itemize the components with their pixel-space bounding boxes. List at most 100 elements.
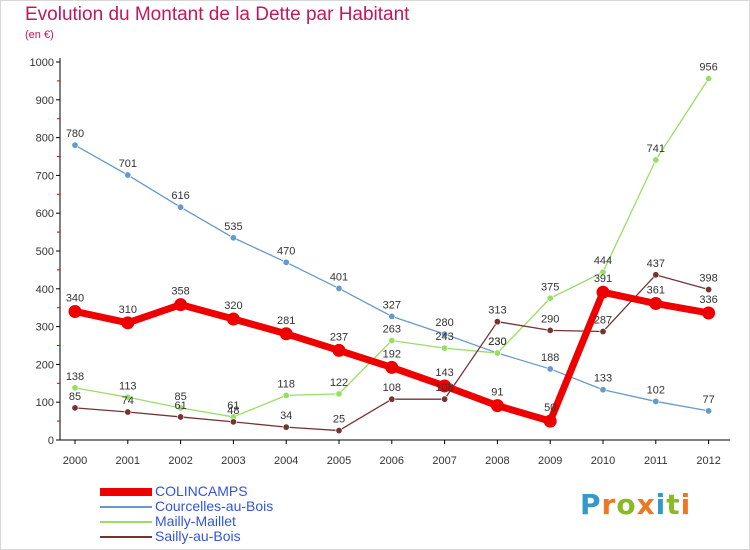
x-tick-label: 2012 [696, 455, 720, 467]
x-tick-label: 2007 [432, 455, 456, 467]
x-tick-label: 2005 [327, 455, 351, 467]
data-point-sailly-au-bois [599, 328, 607, 336]
data-point-mailly-maillet [546, 294, 554, 302]
data-label-courcelles-au-bois: 230 [488, 336, 506, 348]
data-point-mailly-maillet [335, 390, 343, 398]
data-label-courcelles-au-bois: 327 [383, 299, 401, 311]
logo-letter: P [580, 488, 602, 521]
data-label-sailly-au-bois: 108 [383, 382, 401, 394]
data-point-colincamps [226, 312, 240, 326]
data-point-courcelles-au-bois [441, 330, 449, 338]
data-point-sailly-au-bois [335, 427, 343, 435]
data-point-colincamps [649, 297, 663, 311]
legend-label: Mailly-Maillet [155, 513, 236, 529]
data-label-colincamps: 237 [330, 331, 348, 343]
data-point-sailly-au-bois [71, 404, 79, 412]
data-label-mailly-maillet: 230 [488, 336, 506, 348]
data-point-mailly-maillet [652, 156, 660, 164]
data-label-colincamps: 143 [435, 367, 453, 379]
legend-label: Sailly-au-Bois [155, 528, 241, 544]
data-point-sailly-au-bois [546, 326, 554, 334]
logo-letter: x [636, 488, 656, 521]
y-tick-label: 600 [36, 208, 54, 220]
data-point-courcelles-au-bois [546, 365, 554, 373]
data-label-courcelles-au-bois: 102 [647, 384, 665, 396]
data-label-colincamps: 340 [66, 292, 84, 304]
data-point-sailly-au-bois [388, 395, 396, 403]
data-label-sailly-au-bois: 48 [227, 405, 239, 417]
data-label-sailly-au-bois: 108 [435, 382, 453, 394]
data-label-sailly-au-bois: 85 [69, 391, 81, 403]
data-label-courcelles-au-bois: 280 [435, 317, 453, 329]
data-label-colincamps: 50 [544, 402, 556, 414]
data-point-colincamps [332, 343, 346, 357]
logo-letter: o [616, 488, 637, 521]
data-point-mailly-maillet [493, 349, 501, 357]
legend-swatch [100, 536, 152, 538]
data-point-mailly-maillet [705, 75, 713, 83]
data-label-colincamps: 91 [491, 387, 503, 399]
data-label-mailly-maillet: 263 [383, 324, 401, 336]
data-point-colincamps [596, 285, 610, 299]
y-tick-label: 100 [36, 397, 54, 409]
y-tick-label: 200 [36, 359, 54, 371]
x-tick-label: 2003 [221, 455, 245, 467]
y-tick-label: 0 [48, 435, 54, 447]
data-point-mailly-maillet [599, 268, 607, 276]
data-label-colincamps: 358 [171, 286, 189, 298]
data-label-sailly-au-bois: 437 [647, 258, 665, 270]
data-label-sailly-au-bois: 61 [174, 400, 186, 412]
x-tick-label: 2009 [538, 455, 562, 467]
data-label-sailly-au-bois: 290 [541, 313, 559, 325]
chart-title: Evolution du Montant de la Dette par Hab… [25, 4, 410, 25]
data-label-sailly-au-bois: 34 [280, 410, 292, 422]
data-point-courcelles-au-bois [388, 312, 396, 320]
x-tick-label: 2002 [168, 455, 192, 467]
data-label-mailly-maillet: 741 [647, 143, 665, 155]
data-point-colincamps [490, 399, 504, 413]
data-label-colincamps: 391 [594, 273, 612, 285]
chart-subtitle: (en €) [25, 29, 54, 41]
y-tick-label: 900 [36, 95, 54, 107]
data-label-courcelles-au-bois: 133 [594, 373, 612, 385]
data-label-colincamps: 310 [119, 304, 137, 316]
data-point-colincamps [121, 316, 135, 330]
logo-letter: i [680, 488, 692, 521]
x-tick-label: 2006 [380, 455, 404, 467]
data-label-mailly-maillet: 118 [277, 378, 295, 390]
data-point-sailly-au-bois [493, 318, 501, 326]
data-point-colincamps [438, 379, 452, 393]
data-point-colincamps [543, 414, 557, 428]
data-point-colincamps [702, 306, 716, 320]
y-tick-label: 400 [36, 284, 54, 296]
data-label-mailly-maillet: 85 [174, 391, 186, 403]
data-label-sailly-au-bois: 25 [333, 414, 345, 426]
data-point-courcelles-au-bois [599, 386, 607, 394]
data-point-courcelles-au-bois [282, 258, 290, 266]
x-tick-label: 2010 [591, 455, 615, 467]
data-label-sailly-au-bois: 287 [594, 315, 612, 327]
y-tick-label: 500 [36, 246, 54, 258]
y-tick-label: 300 [36, 322, 54, 334]
data-label-mailly-maillet: 375 [541, 281, 559, 293]
legend-swatch [100, 506, 152, 508]
x-tick-label: 2011 [644, 455, 668, 467]
data-label-colincamps: 192 [383, 348, 401, 360]
data-label-courcelles-au-bois: 701 [119, 158, 137, 170]
data-label-mailly-maillet: 444 [594, 255, 612, 267]
data-label-courcelles-au-bois: 535 [224, 221, 242, 233]
data-point-courcelles-au-bois [177, 203, 185, 211]
x-tick-label: 2004 [274, 455, 298, 467]
y-tick-label: 700 [36, 170, 54, 182]
data-point-courcelles-au-bois [335, 284, 343, 292]
data-point-courcelles-au-bois [705, 407, 713, 415]
data-label-sailly-au-bois: 74 [122, 395, 134, 407]
data-label-courcelles-au-bois: 401 [330, 271, 348, 283]
data-label-colincamps: 361 [647, 285, 665, 297]
y-tick-label: 1000 [30, 57, 54, 69]
data-label-courcelles-au-bois: 77 [702, 394, 714, 406]
data-label-mailly-maillet: 956 [699, 62, 717, 74]
data-label-courcelles-au-bois: 470 [277, 245, 295, 257]
